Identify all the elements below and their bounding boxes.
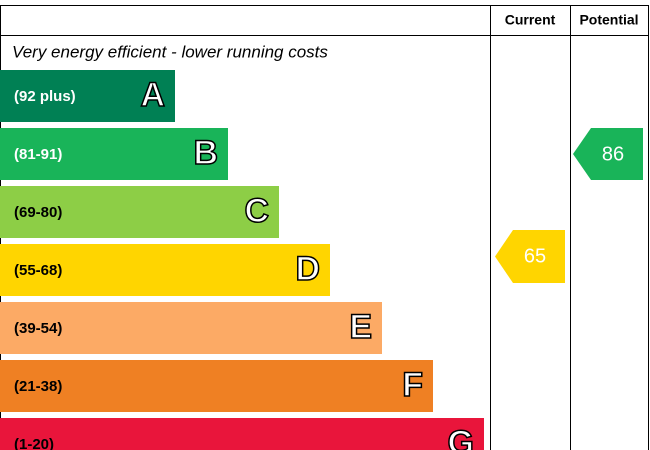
current-arrow — [495, 230, 565, 283]
current-header: Current — [505, 12, 556, 28]
band-bar — [0, 418, 484, 450]
band-letter: A — [140, 76, 165, 114]
band-letter: D — [295, 250, 320, 288]
band-bar — [0, 360, 433, 412]
current-score: 65 — [524, 245, 546, 267]
band-letter: E — [349, 308, 372, 346]
band-range: (21-38) — [14, 378, 62, 395]
band-range: (69-80) — [14, 204, 62, 221]
band-bar — [0, 302, 382, 354]
band-range: (81-91) — [14, 146, 62, 163]
band-letter: G — [448, 424, 474, 450]
band-letter: B — [193, 134, 218, 172]
subtitle: Very energy efficient - lower running co… — [12, 42, 328, 61]
band-letter: C — [244, 192, 269, 230]
band-bar — [0, 244, 330, 296]
band-bar — [0, 128, 228, 180]
band-range: (92 plus) — [14, 88, 76, 105]
potential-header: Potential — [579, 12, 638, 28]
band-bar — [0, 186, 279, 238]
band-letter: F — [402, 366, 423, 404]
band-range: (55-68) — [14, 262, 62, 279]
band-range: (1-20) — [14, 436, 54, 450]
band-range: (39-54) — [14, 320, 62, 337]
potential-score: 86 — [602, 143, 624, 165]
band-bar — [0, 70, 175, 122]
potential-arrow — [573, 128, 643, 180]
